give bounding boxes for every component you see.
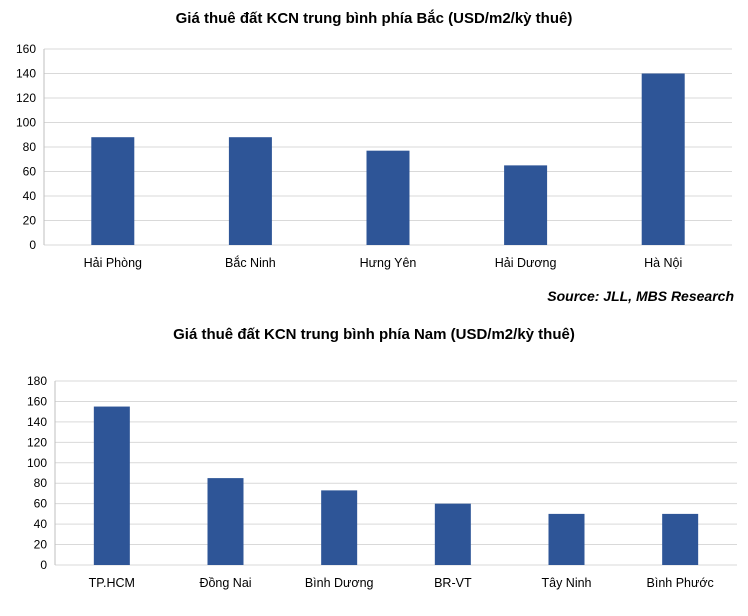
bar [91,137,135,245]
y-tick-label: 140 [27,415,47,429]
bar [548,513,585,565]
y-tick-label: 140 [16,67,36,81]
bar [93,406,130,565]
y-tick-label: 40 [23,189,37,203]
y-tick-label: 180 [27,374,47,388]
x-tick-label: Hưng Yên [360,256,417,270]
y-tick-label: 160 [16,42,36,56]
x-tick-label: Bình Phước [647,576,714,590]
y-tick-label: 100 [16,116,36,130]
x-tick-label: Hải Dương [495,256,557,270]
gridlines [55,380,737,566]
x-tick-label: Bình Dương [305,576,374,590]
x-tick-label: BR-VT [434,576,472,590]
y-tick-label: 0 [40,558,47,572]
bar [434,503,471,565]
y-tick-label: 60 [23,165,37,179]
x-tick-label: TP.HCM [89,576,135,590]
y-tick-label: 120 [16,91,36,105]
x-tick-label: Đồng Nai [199,576,251,590]
bar [366,150,410,245]
bar [207,478,244,565]
bar [662,513,699,565]
y-tick-label: 60 [34,497,48,511]
y-tick-label: 20 [23,214,37,228]
y-tick-label: 120 [27,435,47,449]
y-tick-label: 0 [29,238,36,252]
x-tick-label: Bắc Ninh [225,255,276,270]
y-tick-label: 160 [27,394,47,408]
y-tick-label: 20 [34,538,48,552]
bar [321,490,358,565]
bar [641,73,685,245]
x-tick-label: Hà Nội [644,256,682,270]
bar [504,165,548,245]
y-tick-label: 80 [34,476,48,490]
chart-2-title: Giá thuê đất KCN trung bình phía Nam (US… [173,326,575,343]
x-tick-label: Hải Phòng [84,256,142,270]
chart-1-title: Giá thuê đất KCN trung bình phía Bắc (US… [175,10,573,27]
bar [228,137,272,245]
source-note: Source: JLL, MBS Research [547,288,734,304]
y-tick-label: 100 [27,456,47,470]
x-tick-label: Tây Ninh [541,576,591,590]
north-bar-chart: 0 20 40 60 80 100 120 140 160 Hải Phòng Bắc Ninh Hư… [16,42,732,270]
y-tick-label: 80 [23,140,37,154]
y-tick-label: 40 [34,517,48,531]
